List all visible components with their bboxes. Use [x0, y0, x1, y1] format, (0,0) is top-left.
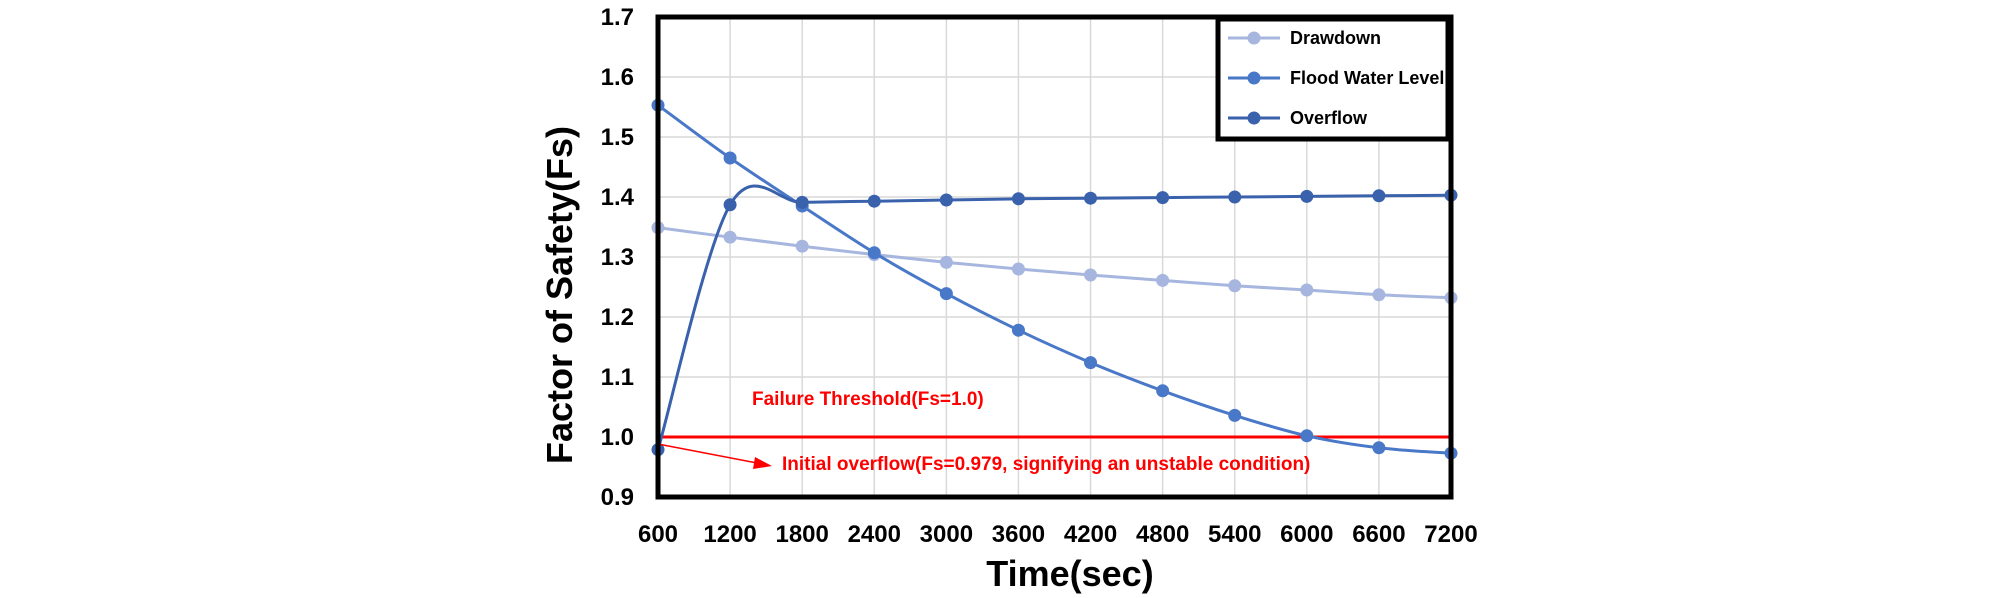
x-tick-label: 5400: [1208, 521, 1261, 548]
y-tick-label: 1.2: [601, 304, 634, 331]
x-tick-label: 2400: [848, 521, 901, 548]
data-point-drawdown: [1156, 273, 1170, 287]
annotation-label: Initial overflow(Fs=0.979, signifying an…: [782, 454, 1310, 475]
data-point-flood-water-level: [723, 151, 737, 165]
legend-label-drawdown: Drawdown: [1290, 28, 1381, 48]
data-point-overflow: [1011, 192, 1025, 206]
data-point-drawdown: [939, 255, 953, 269]
x-tick-labels: 600 1200 1800 2400 3000 3600 4200 4800 5400 6000 6…: [638, 521, 1478, 548]
data-point-overflow: [867, 194, 881, 208]
legend-marker-overflow: [1247, 111, 1261, 125]
threshold-label: Failure Threshold(Fs=1.0): [752, 389, 984, 410]
data-point-drawdown: [795, 239, 809, 253]
annotation-arrowhead: [753, 457, 772, 469]
y-tick-labels: 0.9 1.0 1.1 1.2 1.3 1.4 1.5 1.6 1.7: [601, 4, 635, 511]
data-point-drawdown: [1011, 262, 1025, 276]
y-tick-label: 1.3: [601, 244, 634, 271]
data-point-flood-water-level: [1084, 356, 1098, 370]
data-point-overflow: [795, 195, 809, 209]
data-point-overflow: [939, 193, 953, 207]
x-tick-label: 6000: [1280, 521, 1333, 548]
series-line-drawdown: [657, 226, 1452, 300]
y-tick-label: 0.9: [601, 484, 634, 511]
data-point-drawdown: [1228, 279, 1242, 293]
legend-marker-drawdown: [1247, 31, 1261, 45]
series-overflow: [651, 184, 1458, 457]
data-point-drawdown: [1372, 288, 1386, 302]
y-tick-label: 1.6: [601, 64, 634, 91]
y-tick-label: 1.1: [601, 364, 634, 391]
data-point-overflow: [1228, 190, 1242, 204]
data-point-overflow: [1300, 189, 1314, 203]
data-point-overflow: [1372, 189, 1386, 203]
data-point-drawdown: [1300, 283, 1314, 297]
data-point-drawdown: [1084, 268, 1098, 282]
y-tick-label: 1.5: [601, 124, 634, 151]
y-axis-title: Factor of Safety(Fs): [539, 126, 580, 464]
x-tick-label: 4200: [1064, 521, 1117, 548]
x-tick-label: 6600: [1352, 521, 1405, 548]
x-tick-label: 600: [638, 521, 678, 548]
legend-marker-flood-water-level: [1247, 71, 1261, 85]
annotation-arrow: [657, 443, 758, 464]
data-point-flood-water-level: [1011, 323, 1025, 337]
annotation-layer: Initial overflow(Fs=0.979, signifying an…: [657, 443, 1310, 475]
data-point-flood-water-level: [939, 287, 953, 301]
data-point-flood-water-level: [1300, 429, 1314, 443]
data-point-overflow: [1084, 191, 1098, 205]
y-tick-label: 1.4: [601, 184, 635, 211]
data-point-flood-water-level: [1372, 441, 1386, 455]
x-tick-label: 7200: [1424, 521, 1477, 548]
plot-frame: [655, 14, 1454, 500]
x-axis-title: Time(sec): [986, 553, 1153, 594]
data-point-overflow: [1156, 191, 1170, 205]
data-point-drawdown: [723, 230, 737, 244]
x-tick-label: 1800: [775, 521, 828, 548]
series-drawdown: [651, 221, 1458, 305]
y-tick-label: 1.7: [601, 4, 634, 31]
x-tick-label: 3000: [920, 521, 973, 548]
y-tick-label: 1.0: [601, 424, 634, 451]
legend-label-flood-water-level: Flood Water Level: [1290, 68, 1444, 88]
data-point-overflow: [723, 198, 737, 212]
x-tick-label: 1200: [703, 521, 756, 548]
data-point-flood-water-level: [1228, 408, 1242, 422]
data-point-flood-water-level: [1156, 384, 1170, 398]
legend: Drawdown Flood Water Level Overflow: [1215, 16, 1451, 142]
data-point-flood-water-level: [867, 246, 881, 260]
x-tick-label: 4800: [1136, 521, 1189, 548]
legend-label-overflow: Overflow: [1290, 108, 1368, 128]
x-tick-label: 3600: [992, 521, 1045, 548]
